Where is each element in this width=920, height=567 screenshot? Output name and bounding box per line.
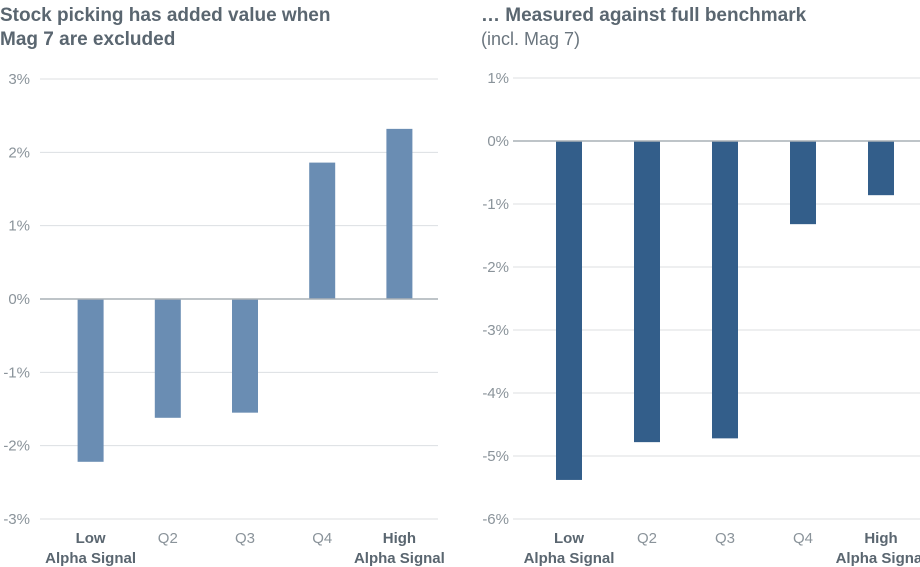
left-chart-x-category-label: Q3 — [235, 530, 255, 547]
right-chart-bar — [868, 141, 894, 196]
right-chart-y-tick-label: -3% — [482, 322, 509, 339]
right-chart-y-tick-label: 0% — [487, 133, 509, 150]
left-chart-x-category-label: Low — [76, 530, 106, 547]
right-chart-y-tick-label: -4% — [482, 385, 509, 402]
left-chart-bar — [386, 128, 413, 299]
right-chart-bar — [790, 141, 816, 225]
left-chart-x-category-label: Q4 — [312, 530, 332, 547]
left-chart-bar — [309, 162, 336, 299]
left-chart-bar — [154, 299, 181, 418]
right-chart-bar — [556, 141, 582, 480]
left-chart-panel: Stock picking has added value when Mag 7… — [0, 0, 450, 567]
right-chart-subtitle: (incl. Mag 7) — [481, 29, 581, 49]
right-chart-x-category-label: Alpha Signal — [524, 550, 615, 567]
left-chart-bar — [232, 299, 258, 413]
left-chart-bar — [77, 299, 104, 462]
right-chart-bar — [712, 141, 738, 439]
left-chart-x-category-label: Alpha Signal — [354, 550, 445, 567]
right-chart-y-tick-label: -1% — [482, 196, 509, 213]
left-chart-y-tick-label: 0% — [8, 291, 30, 308]
right-chart-x-category-label: Q4 — [793, 530, 813, 547]
left-chart-y-tick-label: 3% — [8, 71, 30, 88]
right-chart-y-tick-label: -5% — [482, 448, 509, 465]
right-bar-chart: 1% 0% -1% -2% -3% -4% -5% -6% Low Alpha Signal Q2 Q… — [482, 70, 920, 567]
left-chart-title: Stock picking has added value when Mag 7… — [0, 4, 440, 52]
right-chart-x-category-label: Q2 — [637, 530, 657, 547]
right-chart-x-category-label: High — [864, 530, 897, 547]
left-chart-y-tick-label: -2% — [3, 438, 30, 455]
left-chart-x-category-label: Q2 — [158, 530, 178, 547]
right-chart-x-category-label: Alpha Signal — [836, 550, 920, 567]
right-chart-y-tick-label: -6% — [482, 511, 509, 528]
left-chart-title-line-1: Stock picking has added value when — [0, 5, 331, 26]
left-chart-y-tick-label: 1% — [8, 218, 30, 235]
right-chart-x-category-label: Q3 — [715, 530, 735, 547]
right-chart-y-tick-label: 1% — [487, 70, 509, 87]
right-chart-panel: … Measured against full benchmark (incl.… — [455, 0, 920, 567]
left-chart-x-category-label: Alpha Signal — [45, 550, 136, 567]
right-chart-y-tick-label: -2% — [482, 259, 509, 276]
left-chart-title-line-2: Mag 7 are excluded — [0, 29, 176, 50]
left-bar-chart: 3% 2% 1% 0% -1% -2% -3% Low Alpha Signal Q2 Q3 Q4 Hi… — [3, 71, 445, 567]
right-chart-x-category-label: Low — [554, 530, 584, 547]
left-chart-x-category-label: High — [383, 530, 416, 547]
left-chart-y-tick-label: 2% — [8, 144, 30, 161]
left-chart-y-tick-label: -3% — [3, 511, 30, 528]
left-chart-y-tick-label: -1% — [3, 364, 30, 381]
right-chart-bar — [634, 141, 660, 443]
right-chart-title: … Measured against full benchmark — [481, 5, 807, 26]
